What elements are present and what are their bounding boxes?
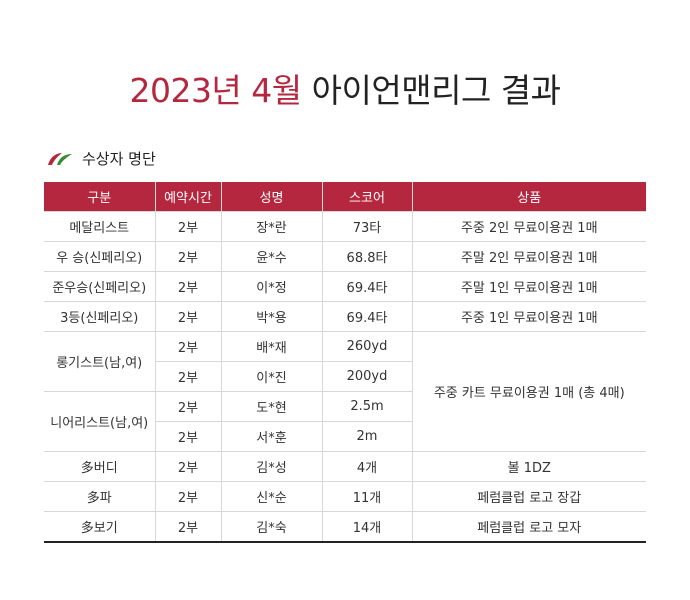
header-name: 성명 [220, 182, 322, 212]
cell-score: 68.8타 [321, 241, 412, 272]
cell-category: 준우승(신페리오) [44, 271, 155, 302]
cell-category: 우 승(신페리오) [44, 241, 155, 272]
cell-category: 니어리스트(남,여) [44, 391, 155, 452]
cell-name: 김*성 [220, 451, 322, 482]
title-name: 아이언맨리그 결과 [311, 71, 561, 110]
cell-tee-time: 2부 [154, 451, 221, 482]
cell-score: 4개 [321, 451, 412, 482]
header-tee-time: 예약시간 [154, 182, 221, 212]
cell-prize: 주말 1인 무료이용권 1매 [411, 271, 646, 302]
cell-category: 메달리스트 [44, 211, 155, 242]
cell-category: 롱기스트(남,여) [44, 331, 155, 392]
cell-score: 69.4타 [321, 271, 412, 302]
cell-category: 多버디 [44, 451, 155, 482]
cell-prize: 주중 1인 무료이용권 1매 [411, 301, 646, 332]
cell-tee-time: 2부 [154, 391, 221, 422]
table-row: 多보기 2부 김*숙 14개 페럼클럽 로고 모자 [44, 511, 646, 542]
results-table: 구분 예약시간 성명 스코어 상품 메달리스트 2부 장*란 73타 주중 2인… [44, 182, 646, 543]
header-prize: 상품 [411, 182, 646, 212]
cell-tee-time: 2부 [154, 301, 221, 332]
cell-tee-time: 2부 [154, 421, 221, 452]
section-header: 수상자 명단 [46, 148, 156, 169]
cell-score: 2m [321, 421, 412, 452]
cell-name: 배*재 [220, 331, 322, 362]
cell-score: 11개 [321, 481, 412, 512]
cell-category: 多보기 [44, 511, 155, 542]
cell-prize: 볼 1DZ [411, 451, 646, 482]
cell-score: 73타 [321, 211, 412, 242]
cell-prize: 주말 2인 무료이용권 1매 [411, 241, 646, 272]
cell-tee-time: 2부 [154, 481, 221, 512]
header-score: 스코어 [321, 182, 412, 212]
table-row: 2부 서*훈 2m [44, 421, 646, 452]
cell-tee-time: 2부 [154, 241, 221, 272]
header-category: 구분 [44, 182, 155, 212]
cell-score: 260yd [321, 331, 412, 362]
cell-tee-time: 2부 [154, 211, 221, 242]
table-row: 多파 2부 신*순 11개 페럼클럽 로고 장갑 [44, 481, 646, 512]
cell-name: 이*진 [220, 361, 322, 392]
cell-tee-time: 2부 [154, 361, 221, 392]
cell-name: 박*용 [220, 301, 322, 332]
cell-score: 2.5m [321, 391, 412, 422]
table-row: 2부 이*진 200yd [44, 361, 646, 392]
cell-prize: 주중 2인 무료이용권 1매 [411, 211, 646, 242]
cell-name: 도*현 [220, 391, 322, 422]
page-title: 2023년 4월 아이언맨리그 결과 [0, 64, 690, 112]
cell-prize: 페럼클럽 로고 모자 [411, 511, 646, 542]
section-label: 수상자 명단 [82, 150, 156, 168]
cell-name: 장*란 [220, 211, 322, 242]
table-row: 우 승(신페리오) 2부 윤*수 68.8타 주말 2인 무료이용권 1매 [44, 241, 646, 272]
cell-category: 3등(신페리오) [44, 301, 155, 332]
table-row: 준우승(신페리오) 2부 이*정 69.4타 주말 1인 무료이용권 1매 [44, 271, 646, 302]
table-row: 롱기스트(남,여) 2부 배*재 260yd 주중 카트 무료이용권 1매 (총… [44, 331, 646, 452]
cell-name: 김*숙 [220, 511, 322, 542]
cell-prize: 주중 카트 무료이용권 1매 (총 4매) [411, 331, 646, 452]
cell-tee-time: 2부 [154, 331, 221, 362]
cell-name: 서*훈 [220, 421, 322, 452]
cell-score: 69.4타 [321, 301, 412, 332]
cell-score: 14개 [321, 511, 412, 542]
cell-name: 신*순 [220, 481, 322, 512]
table-row: 多버디 2부 김*성 4개 볼 1DZ [44, 451, 646, 482]
title-date: 2023년 4월 [129, 71, 302, 110]
cell-name: 윤*수 [220, 241, 322, 272]
table-row: 메달리스트 2부 장*란 73타 주중 2인 무료이용권 1매 [44, 211, 646, 242]
cell-prize: 페럼클럽 로고 장갑 [411, 481, 646, 512]
cell-score: 200yd [321, 361, 412, 392]
leaf-icon [48, 152, 72, 165]
cell-tee-time: 2부 [154, 511, 221, 542]
cell-name: 이*정 [220, 271, 322, 302]
table-header-row: 구분 예약시간 성명 스코어 상품 [44, 182, 646, 212]
cell-tee-time: 2부 [154, 271, 221, 302]
table-row: 3등(신페리오) 2부 박*용 69.4타 주중 1인 무료이용권 1매 [44, 301, 646, 332]
cell-category: 多파 [44, 481, 155, 512]
table-row: 니어리스트(남,여) 2부 도*현 2.5m [44, 391, 646, 452]
